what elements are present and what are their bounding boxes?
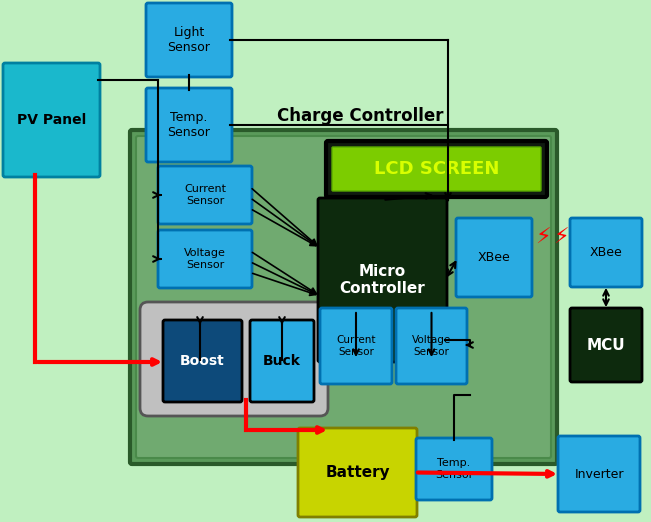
Text: XBee: XBee <box>590 246 622 259</box>
Text: Voltage
Sensor: Voltage Sensor <box>184 248 226 270</box>
Text: PV Panel: PV Panel <box>17 113 86 127</box>
FancyBboxPatch shape <box>158 166 252 224</box>
FancyBboxPatch shape <box>396 308 467 384</box>
FancyBboxPatch shape <box>320 308 392 384</box>
FancyBboxPatch shape <box>456 218 532 297</box>
FancyBboxPatch shape <box>318 198 447 362</box>
Text: Temp.
Sensor: Temp. Sensor <box>167 111 210 139</box>
Text: MCU: MCU <box>587 338 626 352</box>
FancyBboxPatch shape <box>130 130 557 464</box>
FancyBboxPatch shape <box>3 63 100 177</box>
FancyBboxPatch shape <box>326 141 547 197</box>
Text: Boost: Boost <box>180 354 225 368</box>
Text: XBee: XBee <box>478 251 510 264</box>
Text: ⚡: ⚡ <box>535 228 551 248</box>
FancyBboxPatch shape <box>570 218 642 287</box>
FancyBboxPatch shape <box>416 438 492 500</box>
Text: Voltage
Sensor: Voltage Sensor <box>412 335 451 357</box>
Text: Charge Controller: Charge Controller <box>277 107 443 125</box>
FancyBboxPatch shape <box>158 230 252 288</box>
Text: Current
Sensor: Current Sensor <box>184 184 226 206</box>
FancyBboxPatch shape <box>146 88 232 162</box>
Text: LCD SCREEN: LCD SCREEN <box>374 160 499 178</box>
FancyBboxPatch shape <box>136 136 551 458</box>
FancyBboxPatch shape <box>332 147 541 191</box>
Text: ⚡: ⚡ <box>553 228 569 248</box>
Text: Battery: Battery <box>326 465 390 480</box>
Text: Current
Sensor: Current Sensor <box>337 335 376 357</box>
FancyBboxPatch shape <box>163 320 242 402</box>
Text: Buck: Buck <box>263 354 301 368</box>
FancyBboxPatch shape <box>140 302 328 416</box>
Text: Inverter: Inverter <box>574 468 624 480</box>
FancyBboxPatch shape <box>570 308 642 382</box>
Text: Temp.
Sensor: Temp. Sensor <box>435 458 473 480</box>
FancyBboxPatch shape <box>298 428 417 517</box>
FancyBboxPatch shape <box>250 320 314 402</box>
FancyBboxPatch shape <box>146 3 232 77</box>
Text: Light
Sensor: Light Sensor <box>167 26 210 54</box>
FancyBboxPatch shape <box>558 436 640 512</box>
Text: Micro
Controller: Micro Controller <box>340 264 425 296</box>
